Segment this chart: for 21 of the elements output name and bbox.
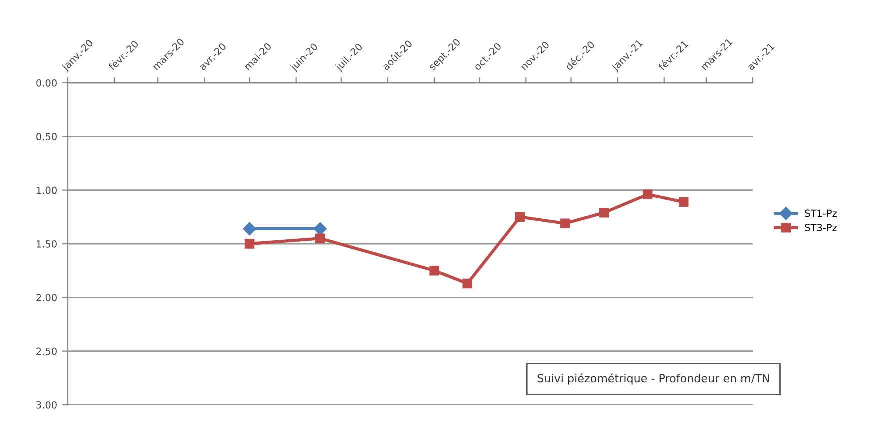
point (642, 190, 653, 200)
y-tick-label: 1.50 (37, 240, 57, 248)
point (244, 239, 255, 249)
point (462, 278, 472, 289)
point (314, 222, 327, 236)
y-tick-label: 0.00 (36, 79, 57, 87)
text: Suivi piézométrique - Profondeur en m/TN (538, 374, 770, 385)
legend-label: ST3-Pz (805, 224, 837, 232)
point (515, 212, 526, 222)
point (430, 266, 440, 276)
point (316, 234, 326, 244)
y-tick-label: 3.00 (36, 401, 57, 409)
y-tick-label: 2.50 (36, 348, 57, 356)
point (560, 218, 570, 228)
y-tick-label: 2.00 (36, 294, 57, 302)
point (679, 197, 689, 207)
y-tick-label: 0.50 (36, 133, 57, 140)
point (599, 208, 610, 218)
point (243, 222, 256, 236)
y-tick-label: 1.00 (37, 186, 57, 194)
legend-label: ST1-Pz (805, 210, 837, 218)
